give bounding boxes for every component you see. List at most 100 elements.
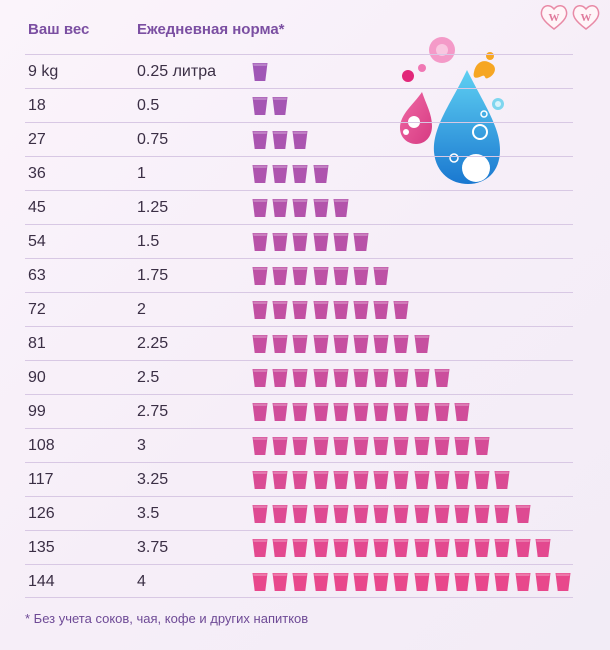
cup-icon (313, 471, 329, 489)
cup-icon (515, 505, 531, 523)
cup-icon (252, 131, 268, 149)
cup-icon (252, 165, 268, 183)
cup-icon (474, 573, 490, 591)
cup-icon (454, 437, 470, 455)
cup-icon (272, 403, 288, 421)
cup-icon (373, 505, 389, 523)
cup-icon (333, 505, 349, 523)
cup-icon (393, 301, 409, 319)
cup-icon (353, 471, 369, 489)
cup-icon (333, 403, 349, 421)
cup-icon (494, 471, 510, 489)
table-row: 72 2 (25, 292, 573, 326)
table-row: 27 0.75 (25, 122, 573, 156)
cup-icon (272, 471, 288, 489)
cup-icon (252, 233, 268, 251)
liters-value: 2 (137, 301, 146, 318)
liters-value: 3.25 (137, 471, 169, 488)
cup-icon (353, 301, 369, 319)
cup-icon (272, 267, 288, 285)
cup-icon (393, 505, 409, 523)
weight-value: 54 (28, 233, 46, 250)
weight-value: 81 (28, 335, 46, 352)
cup-icon (353, 369, 369, 387)
water-drop-icon (400, 37, 504, 184)
weight-value: 144 (28, 573, 55, 590)
liters-value: 3.75 (137, 539, 169, 556)
cup-icon (353, 335, 369, 353)
weight-column-header: Ваш вес (28, 21, 90, 38)
cup-icon (434, 369, 450, 387)
cup-icon (373, 573, 389, 591)
cup-icon (292, 573, 308, 591)
table-row: 135 3.75 (25, 530, 573, 564)
weight-value: 9 kg (28, 63, 59, 80)
cup-icon (474, 539, 490, 557)
cup-icon (252, 199, 268, 217)
cup-icon (313, 573, 329, 591)
cup-icon (333, 335, 349, 353)
cup-icon (292, 369, 308, 387)
cup-icon (313, 437, 329, 455)
cup-icon (494, 539, 510, 557)
cup-icon (414, 471, 430, 489)
cup-icon (414, 539, 430, 557)
cup-icon (272, 301, 288, 319)
cup-icon (272, 165, 288, 183)
cup-icon (414, 335, 430, 353)
cup-icon (333, 301, 349, 319)
cup-icon (272, 437, 288, 455)
cup-icon (373, 335, 389, 353)
cup-icon (333, 539, 349, 557)
cup-icon (353, 403, 369, 421)
weight-value: 36 (28, 165, 46, 182)
cup-icon (454, 403, 470, 421)
cup-icon (474, 471, 490, 489)
cup-icon (393, 573, 409, 591)
cup-icon (313, 267, 329, 285)
cup-icon (373, 403, 389, 421)
cup-icon (434, 471, 450, 489)
liters-value: 3.5 (137, 505, 160, 522)
cup-icon (313, 505, 329, 523)
cup-icon (393, 369, 409, 387)
cup-icon (252, 471, 268, 489)
table-row: 81 2.25 (25, 326, 573, 360)
cup-icon (292, 437, 308, 455)
cup-icon (353, 505, 369, 523)
cup-icon (252, 505, 268, 523)
cup-icon (333, 573, 349, 591)
cup-icon (454, 471, 470, 489)
cup-icon (373, 301, 389, 319)
cup-icon (535, 573, 551, 591)
cup-icon (333, 199, 349, 217)
table-row: 54 1.5 (25, 224, 573, 258)
weight-value: 135 (28, 539, 55, 556)
weight-value: 117 (28, 471, 54, 488)
norm-column-header: Ежедневная норма* (137, 21, 285, 38)
cup-icon (414, 505, 430, 523)
cup-icon (313, 369, 329, 387)
cup-icon (252, 63, 268, 81)
cup-icon (252, 539, 268, 557)
cup-icon (494, 505, 510, 523)
cup-icon (313, 165, 329, 183)
liters-value: 3 (137, 437, 146, 454)
weight-value: 72 (28, 301, 46, 318)
cup-icon (313, 233, 329, 251)
cup-icon (272, 335, 288, 353)
liters-value: 1.5 (137, 233, 160, 250)
cup-icon (252, 301, 268, 319)
liters-value: 1 (137, 165, 146, 182)
cup-icon (292, 403, 308, 421)
table-row: 108 3 (25, 428, 573, 462)
cup-icon (393, 437, 409, 455)
weight-value: 18 (28, 97, 46, 114)
cup-icon (333, 267, 349, 285)
cup-icon (393, 335, 409, 353)
cup-icon (252, 97, 268, 115)
cup-icon (292, 539, 308, 557)
cup-icon (313, 539, 329, 557)
cup-icon (373, 471, 389, 489)
cup-icon (434, 403, 450, 421)
